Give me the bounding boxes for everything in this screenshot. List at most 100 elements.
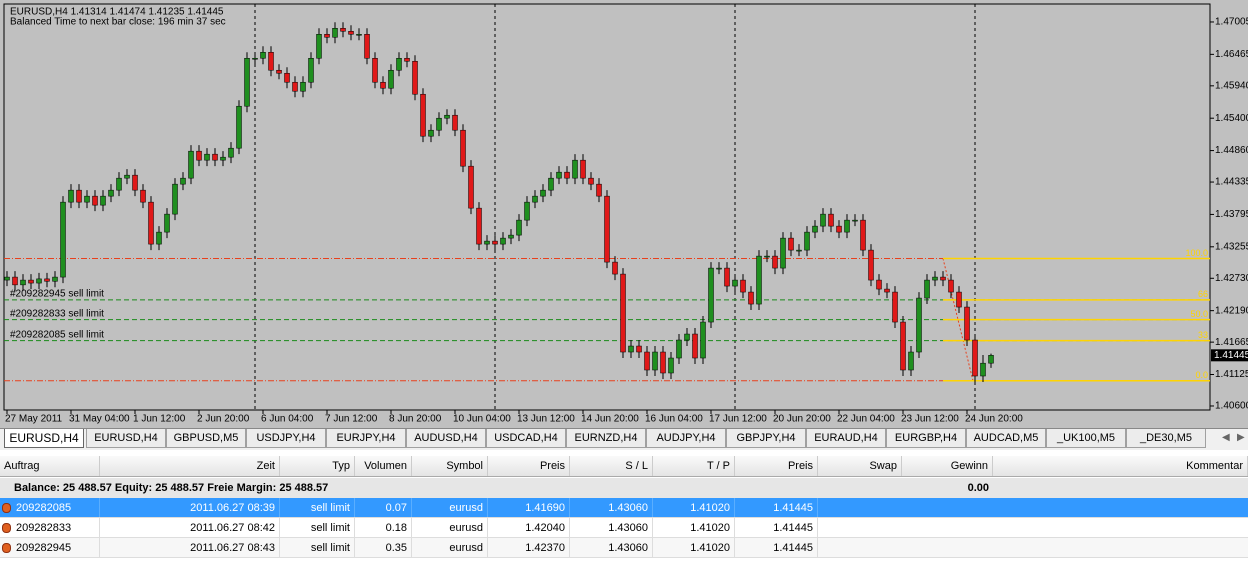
candle-body xyxy=(388,69,394,89)
y-tick-label: 1.43795 xyxy=(1215,209,1248,220)
column-header[interactable]: Volumen xyxy=(355,456,412,476)
balance-text: Balance: 25 488.57 Equity: 25 488.57 Fre… xyxy=(14,482,329,494)
x-tick-label: 14 Jun 20:00 xyxy=(581,414,639,425)
order-cell: 2011.06.27 08:43 xyxy=(100,538,280,557)
candle-body xyxy=(812,225,818,233)
y-tick-label: 1.41125 xyxy=(1215,369,1248,380)
y-tick-label: 1.42730 xyxy=(1215,273,1248,284)
candle-body xyxy=(940,276,946,281)
y-tick-label: 1.40600 xyxy=(1215,401,1248,412)
candle-body xyxy=(796,249,802,252)
candle-body xyxy=(548,177,554,191)
candle-body xyxy=(476,207,482,245)
price-tag-bg xyxy=(1211,349,1248,362)
tab[interactable]: USDJPY,H4 xyxy=(246,429,326,448)
candle-body xyxy=(380,81,386,89)
candle-body xyxy=(652,351,658,371)
order-row[interactable]: 209282085 2011.06.27 08:39 sell limit 0.07 e… xyxy=(0,498,1248,518)
candle-body xyxy=(148,201,154,245)
order-cell: 1.41445 xyxy=(735,538,818,557)
order-label: #209282945 sell limit xyxy=(10,289,104,300)
column-header[interactable]: Preis xyxy=(735,456,818,476)
tab[interactable]: GBPJPY,H4 xyxy=(726,429,806,448)
tab[interactable]: _DE30,M5 xyxy=(1126,429,1206,448)
tab[interactable]: AUDCAD,M5 xyxy=(966,429,1046,448)
column-header[interactable]: Kommentar xyxy=(993,456,1248,476)
candle-body xyxy=(804,231,810,251)
candle-body xyxy=(412,60,418,95)
candle-body xyxy=(492,240,498,245)
candle-body xyxy=(860,219,866,251)
y-tick-label: 1.43255 xyxy=(1215,241,1248,252)
tab[interactable]: USDCAD,H4 xyxy=(486,429,566,448)
candle-body xyxy=(972,339,978,377)
candle-body xyxy=(732,279,738,287)
column-header[interactable]: Zeit xyxy=(100,456,280,476)
tab[interactable]: EURAUD,H4 xyxy=(806,429,886,448)
order-cell: 1.41445 xyxy=(735,498,818,517)
candle-body xyxy=(124,174,130,179)
tab[interactable]: EURUSD,H4 xyxy=(86,429,166,448)
candle-body xyxy=(644,351,650,371)
order-row[interactable]: 209282945 2011.06.27 08:43 sell limit 0.35 e… xyxy=(0,538,1248,558)
order-row[interactable]: 209282833 2011.06.27 08:42 sell limit 0.18 e… xyxy=(0,518,1248,538)
column-header[interactable]: Auftrag xyxy=(0,456,100,476)
column-header[interactable]: Typ xyxy=(280,456,355,476)
fibo-label: 33 xyxy=(1198,330,1208,340)
tab[interactable]: GBPUSD,M5 xyxy=(166,429,246,448)
candle-body xyxy=(324,34,330,38)
x-tick-label: 20 Jun 20:00 xyxy=(773,414,831,425)
tab[interactable]: _UK100,M5 xyxy=(1046,429,1126,448)
candle-body xyxy=(524,201,530,221)
candle-body xyxy=(420,93,426,137)
x-tick-label: 7 Jun 12:00 xyxy=(325,414,378,425)
order-cell: eurusd xyxy=(412,498,488,517)
order-cell: 1.42040 xyxy=(488,518,570,537)
candle-body xyxy=(556,171,562,179)
candle-body xyxy=(68,189,74,203)
price-tag: 1.41445 xyxy=(1214,350,1248,361)
candle-body xyxy=(836,225,842,233)
candle-body xyxy=(516,219,522,236)
x-tick-label: 2 Jun 20:00 xyxy=(197,414,250,425)
column-header[interactable]: Gewinn xyxy=(902,456,993,476)
candle-body xyxy=(684,333,690,341)
order-cell: 209282945 xyxy=(12,538,100,557)
candle-body xyxy=(132,174,138,191)
candle-body xyxy=(236,105,242,149)
order-cell: sell limit xyxy=(280,538,355,557)
column-header[interactable]: Swap xyxy=(818,456,902,476)
candle-body xyxy=(204,153,210,161)
x-tick-label: 6 Jun 04:00 xyxy=(261,414,314,425)
candle-body xyxy=(444,114,450,119)
tab[interactable]: EURJPY,H4 xyxy=(326,429,406,448)
column-header[interactable]: Preis xyxy=(488,456,570,476)
tab[interactable]: EURUSD,H4 xyxy=(4,429,84,448)
tab[interactable]: EURNZD,H4 xyxy=(566,429,646,448)
order-cell: 1.43060 xyxy=(570,518,653,537)
tab[interactable]: EURGBP,H4 xyxy=(886,429,966,448)
candle-body xyxy=(76,189,82,203)
candle-body xyxy=(788,237,794,251)
candle-body xyxy=(636,345,642,353)
candle-body xyxy=(252,57,258,60)
column-header[interactable]: T / P xyxy=(653,456,735,476)
candle-body xyxy=(100,195,106,206)
scroll-right[interactable]: ▶ xyxy=(1237,432,1245,443)
column-header[interactable]: S / L xyxy=(570,456,653,476)
candle-body xyxy=(844,219,850,233)
order-label: #209282085 sell limit xyxy=(10,329,104,340)
tab[interactable]: AUDJPY,H4 xyxy=(646,429,726,448)
column-header[interactable]: Symbol xyxy=(412,456,488,476)
order-cell: 0.07 xyxy=(355,498,412,517)
candle-body xyxy=(580,159,586,179)
candle-body xyxy=(396,57,402,71)
candle-body xyxy=(908,351,914,371)
candle-body xyxy=(820,213,826,227)
candle-body xyxy=(20,279,26,286)
tab[interactable]: AUDUSD,H4 xyxy=(406,429,486,448)
scroll-left[interactable]: ◀ xyxy=(1222,432,1230,443)
candle-body xyxy=(244,57,250,107)
